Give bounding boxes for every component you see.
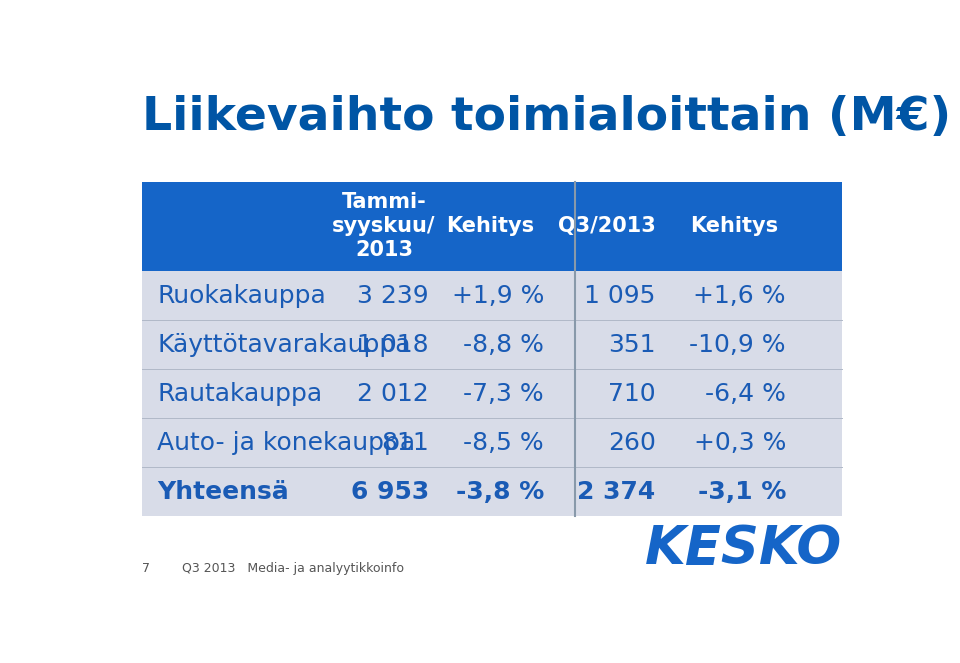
Text: 2 374: 2 374: [577, 479, 656, 503]
Text: -7,3 %: -7,3 %: [464, 381, 544, 406]
Text: 811: 811: [381, 430, 429, 455]
Text: -8,5 %: -8,5 %: [464, 430, 544, 455]
Text: 260: 260: [608, 430, 656, 455]
Text: +1,9 %: +1,9 %: [452, 284, 544, 308]
Bar: [142, 271, 842, 516]
Text: +0,3 %: +0,3 %: [693, 430, 786, 455]
Text: 710: 710: [608, 381, 656, 406]
Text: 1 095: 1 095: [585, 284, 656, 308]
Text: Rautakauppa: Rautakauppa: [157, 381, 323, 406]
Text: Liikevaihto toimialoittain (M€): Liikevaihto toimialoittain (M€): [142, 95, 951, 140]
Text: Kehitys: Kehitys: [689, 216, 778, 236]
Text: -8,8 %: -8,8 %: [464, 333, 544, 357]
Bar: [142, 182, 842, 271]
Text: 2 012: 2 012: [357, 381, 429, 406]
Text: -3,1 %: -3,1 %: [698, 479, 786, 503]
Text: 7        Q3 2013   Media- ja analyytikkoinfo: 7 Q3 2013 Media- ja analyytikkoinfo: [142, 562, 404, 575]
Text: 6 953: 6 953: [350, 479, 429, 503]
Text: KESKO: KESKO: [644, 522, 842, 575]
Text: -3,8 %: -3,8 %: [456, 479, 544, 503]
Text: Tammi-
syyskuu/
2013: Tammi- syyskuu/ 2013: [332, 192, 436, 261]
Text: Ruokakauppa: Ruokakauppa: [157, 284, 326, 308]
Text: +1,6 %: +1,6 %: [693, 284, 786, 308]
Text: Käyttötavarakauppa: Käyttötavarakauppa: [157, 333, 411, 357]
Text: 3 239: 3 239: [357, 284, 429, 308]
Text: Q3/2013: Q3/2013: [559, 216, 657, 236]
Text: 1 018: 1 018: [357, 333, 429, 357]
Text: 351: 351: [609, 333, 656, 357]
Text: Kehitys: Kehitys: [446, 216, 535, 236]
Text: -6,4 %: -6,4 %: [705, 381, 786, 406]
Text: Yhteensä: Yhteensä: [157, 479, 289, 503]
Text: -10,9 %: -10,9 %: [689, 333, 786, 357]
Text: Auto- ja konekauppa: Auto- ja konekauppa: [157, 430, 416, 455]
